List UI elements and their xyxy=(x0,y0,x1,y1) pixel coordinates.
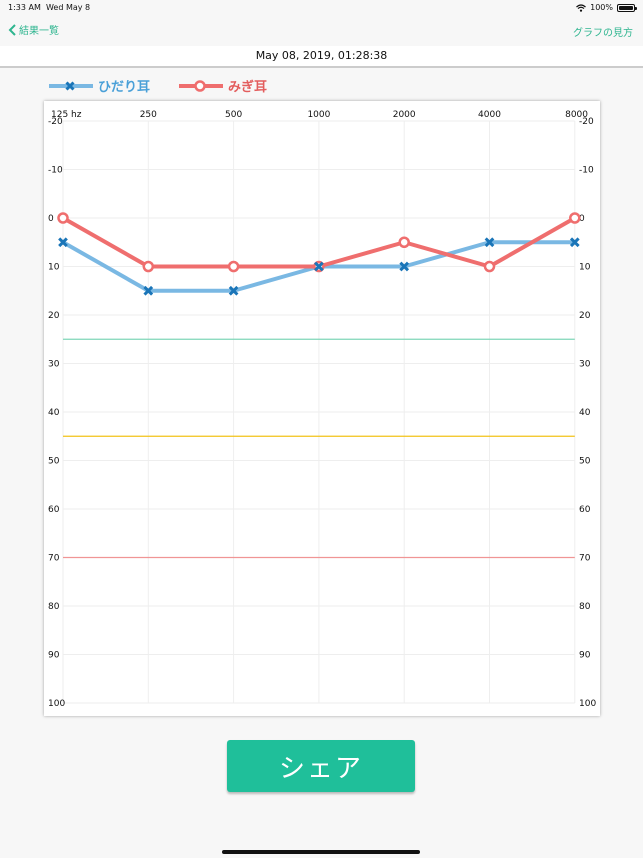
data-point-left-ear xyxy=(143,285,154,296)
status-time-date: 1:33 AM Wed May 8 xyxy=(8,0,90,16)
data-point-right-ear xyxy=(569,212,581,224)
status-right: 100% xyxy=(576,0,637,16)
data-point-left-ear xyxy=(569,237,580,248)
y-tick-label-right: 90 xyxy=(579,651,591,661)
chart-legend: ひだり耳 みぎ耳 xyxy=(48,76,267,95)
data-point-left-ear xyxy=(228,285,239,296)
data-point-left-ear xyxy=(58,237,68,248)
y-tick-label-left: 100 xyxy=(48,699,65,709)
nav-bar: 結果一覧 グラフの見方 xyxy=(0,16,643,47)
audiogram-chart: -20 -20 -10 -10 0 0 10 10 20 20 30 30 40 40 50 50 60 60 70… xyxy=(44,101,600,716)
data-point-left-ear xyxy=(399,261,410,272)
back-button[interactable]: 結果一覧 xyxy=(8,22,59,37)
x-tick-label: 1000 xyxy=(307,110,330,120)
x-tick-label: 500 xyxy=(225,110,242,120)
y-tick-label-left: 50 xyxy=(48,457,60,467)
y-tick-label-right: 30 xyxy=(579,360,591,370)
data-point-right-ear xyxy=(483,260,496,273)
y-tick-label-left: 20 xyxy=(48,311,60,321)
y-tick-label-right: 0 xyxy=(579,214,585,224)
legend-right-ear: みぎ耳 xyxy=(178,76,267,95)
battery-icon xyxy=(617,4,637,12)
legend-left-ear-label: ひだり耳 xyxy=(98,80,151,95)
status-date: Wed May 8 xyxy=(45,3,91,12)
y-tick-label-left: 80 xyxy=(48,602,60,612)
graph-help-link[interactable]: グラフの見方 xyxy=(573,28,633,39)
x-tick-label: 8000 xyxy=(565,110,588,120)
status-bar: 1:33 AM Wed May 8 100% xyxy=(0,0,643,16)
chevron-left-icon xyxy=(8,23,16,36)
y-tick-label-right: 20 xyxy=(579,311,591,321)
x-tick-label: 250 xyxy=(140,110,157,120)
y-tick-label-left: 10 xyxy=(48,263,60,273)
y-tick-label-right: -20 xyxy=(579,117,594,127)
y-tick-label-right: 80 xyxy=(579,602,591,612)
y-tick-label-right: 10 xyxy=(579,263,591,273)
share-button[interactable]: シェア xyxy=(227,740,415,792)
data-point-right-ear xyxy=(227,260,240,273)
y-tick-label-left: -20 xyxy=(48,117,63,127)
data-point-right-ear xyxy=(142,260,155,273)
status-time: 1:33 AM xyxy=(8,3,41,12)
legend-right-ear-label: みぎ耳 xyxy=(228,80,268,95)
x-tick-label: 2000 xyxy=(393,110,416,120)
result-datetime: May 08, 2019, 01:28:38 xyxy=(0,46,643,68)
battery-level xyxy=(619,6,633,10)
data-point-right-ear xyxy=(398,236,410,248)
y-tick-label-right: 70 xyxy=(579,554,591,564)
y-tick-label-left: 30 xyxy=(48,360,60,370)
y-tick-label-left: 70 xyxy=(48,554,60,564)
y-tick-label-left: 0 xyxy=(48,214,54,224)
back-button-label: 結果一覧 xyxy=(19,26,59,37)
x-tick-label: 125 hz xyxy=(51,110,82,120)
audiogram-svg: -20 -20 -10 -10 0 0 10 10 20 20 30 30 40 40 50 50 60 60 70… xyxy=(48,110,596,709)
y-tick-label-left: -10 xyxy=(48,166,63,176)
y-tick-label-left: 40 xyxy=(48,408,60,418)
home-indicator[interactable] xyxy=(222,850,420,854)
data-point-left-ear xyxy=(314,261,324,272)
legend-left-ear: ひだり耳 xyxy=(48,76,150,95)
legend-circle-marker-icon xyxy=(179,79,224,92)
wifi-icon xyxy=(576,4,587,12)
y-tick-label-left: 90 xyxy=(48,651,60,661)
legend-x-marker-icon xyxy=(49,80,93,91)
y-tick-label-right: 50 xyxy=(579,457,591,467)
y-tick-label-right: -10 xyxy=(579,166,594,176)
y-tick-label-right: 40 xyxy=(579,408,591,418)
data-point-right-ear xyxy=(57,212,69,224)
data-point-left-ear xyxy=(484,237,495,248)
y-tick-label-right: 60 xyxy=(579,505,591,515)
x-tick-label: 4000 xyxy=(478,110,501,120)
y-tick-label-left: 60 xyxy=(48,505,60,515)
battery-percent: 100% xyxy=(590,3,613,12)
y-tick-label-right: 100 xyxy=(579,699,596,709)
